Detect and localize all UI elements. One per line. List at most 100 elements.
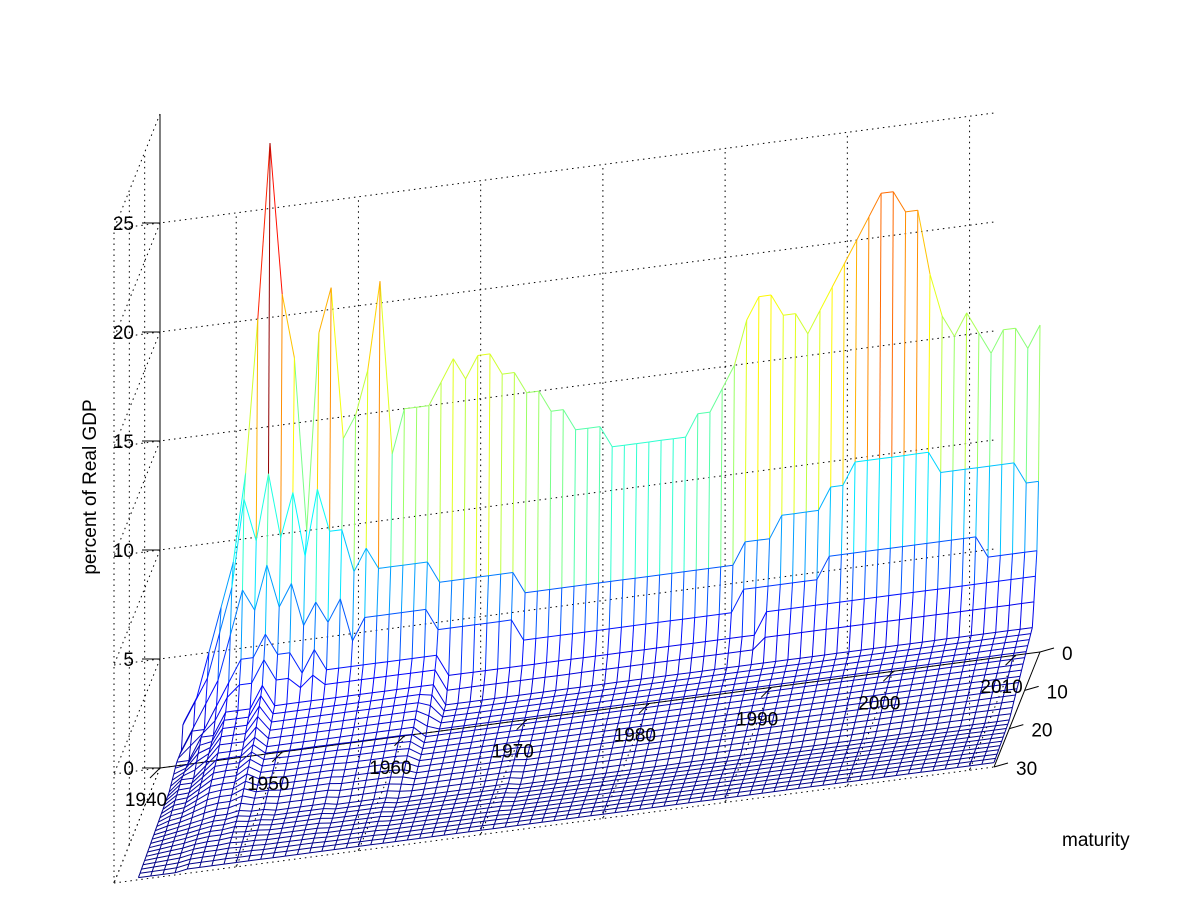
mesh-edge-year <box>674 731 688 735</box>
mesh-edge-maturity <box>817 720 821 728</box>
mesh-edge-year <box>569 727 582 731</box>
mesh-edge-year <box>862 769 875 773</box>
mesh-edge-year <box>625 738 639 741</box>
mesh-edge-year <box>868 712 882 715</box>
mesh-edge-year <box>836 698 850 701</box>
mesh-edge-maturity <box>633 703 636 710</box>
mesh-edge-maturity <box>248 759 251 767</box>
mesh-edge-maturity <box>541 817 544 823</box>
mesh-edge-year <box>534 662 547 665</box>
mesh-edge-year <box>404 406 417 410</box>
mesh-edge-maturity <box>975 705 978 713</box>
mesh-edge-year <box>466 711 480 715</box>
mesh-edge-year <box>214 813 228 817</box>
floor-grid-year-1950 <box>235 751 283 868</box>
mesh-edge-maturity <box>264 746 268 754</box>
mesh-edge-maturity <box>594 713 598 721</box>
mesh-edge-maturity <box>352 571 355 641</box>
mesh-edge-maturity <box>558 635 561 661</box>
mesh-edge-year <box>604 775 617 778</box>
mesh-edge-year <box>899 684 912 687</box>
mesh-edge-maturity <box>567 777 570 783</box>
mesh-edge-maturity <box>437 775 440 782</box>
mesh-edge-year <box>995 677 1008 680</box>
mesh-edge-year <box>925 722 938 726</box>
mesh-edge-year <box>407 803 420 807</box>
mesh-edge-maturity <box>830 671 833 678</box>
mesh-edge-year <box>326 835 339 838</box>
mesh-edge-maturity <box>417 694 421 703</box>
mesh-edge-year <box>862 622 876 625</box>
mesh-edge-year <box>717 750 730 753</box>
mesh-edge-maturity <box>280 294 283 538</box>
mesh-edge-maturity <box>775 750 778 755</box>
mesh-edge-year <box>920 693 934 696</box>
mesh-edge-year <box>931 698 944 701</box>
mesh-edge-maturity <box>695 688 699 696</box>
mesh-edge-maturity <box>382 751 385 759</box>
mesh-edge-maturity <box>950 709 954 716</box>
mesh-edge-year <box>292 492 306 557</box>
mesh-edge-year <box>876 763 889 767</box>
mesh-edge-maturity <box>787 781 790 786</box>
mesh-edge-maturity <box>530 782 534 788</box>
mesh-edge-maturity <box>429 758 433 766</box>
mesh-edge-maturity <box>524 759 528 766</box>
mesh-edge-year <box>448 673 462 676</box>
mesh-edge-year <box>181 848 194 854</box>
mesh-edge-year <box>199 865 212 868</box>
mesh-edge-maturity <box>915 707 919 715</box>
mesh-edge-maturity <box>871 648 874 655</box>
mesh-edge-year <box>772 718 785 722</box>
mesh-edge-year <box>454 759 468 763</box>
mesh-edge-year <box>682 700 695 704</box>
mesh-edge-maturity <box>738 651 741 667</box>
mesh-edge-year <box>349 836 362 840</box>
mesh-edge-maturity <box>802 686 806 694</box>
mesh-edge-year <box>668 708 681 712</box>
mesh-edge-maturity <box>489 798 492 804</box>
mesh-edge-maturity <box>384 676 387 692</box>
mesh-edge-year <box>738 757 752 761</box>
mesh-edge-year <box>447 789 460 793</box>
mesh-edge-year <box>638 736 651 740</box>
mesh-edge-maturity <box>327 783 330 791</box>
mesh-edge-maturity <box>379 811 382 817</box>
mesh-edge-maturity <box>292 826 295 832</box>
mesh-edge-maturity <box>329 722 332 731</box>
mesh-edge-year <box>201 735 214 738</box>
mesh-edge-year <box>998 713 1011 716</box>
mesh-edge-year <box>879 755 892 758</box>
mesh-edge-year <box>899 617 912 621</box>
mesh-edge-year <box>346 845 359 849</box>
mesh-edge-maturity <box>692 749 696 756</box>
mesh-edge-year <box>396 800 409 804</box>
mesh-edge-maturity <box>411 784 414 791</box>
mesh-edge-maturity <box>206 792 210 800</box>
x-tick-mark <box>516 719 528 731</box>
mesh-edge-maturity <box>523 765 526 773</box>
mesh-edge-year <box>969 686 982 690</box>
mesh-edge-year <box>450 815 463 818</box>
mesh-edge-maturity <box>880 658 884 666</box>
mesh-edge-maturity <box>518 816 521 822</box>
mesh-edge-maturity <box>512 801 515 806</box>
mesh-edge-maturity <box>836 742 839 747</box>
mesh-edge-maturity <box>752 747 755 754</box>
mesh-edge-maturity <box>270 770 274 778</box>
mesh-edge-year <box>424 740 437 744</box>
mesh-edge-year <box>275 845 289 849</box>
mesh-edge-maturity <box>706 741 709 748</box>
mesh-edge-maturity <box>316 332 320 490</box>
mesh-edge-year <box>376 824 390 827</box>
mesh-edge-year <box>812 780 825 783</box>
mesh-edge-year <box>868 664 882 668</box>
mesh-edge-year <box>998 665 1011 668</box>
mesh-edge-maturity <box>878 752 882 758</box>
mesh-edge-year <box>392 814 405 817</box>
mesh-edge-year <box>650 777 663 780</box>
mesh-edge-maturity <box>856 709 859 717</box>
x-tick-label: 1980 <box>614 726 656 747</box>
mesh-edge-maturity <box>767 538 771 587</box>
mesh-edge-year <box>447 824 460 827</box>
